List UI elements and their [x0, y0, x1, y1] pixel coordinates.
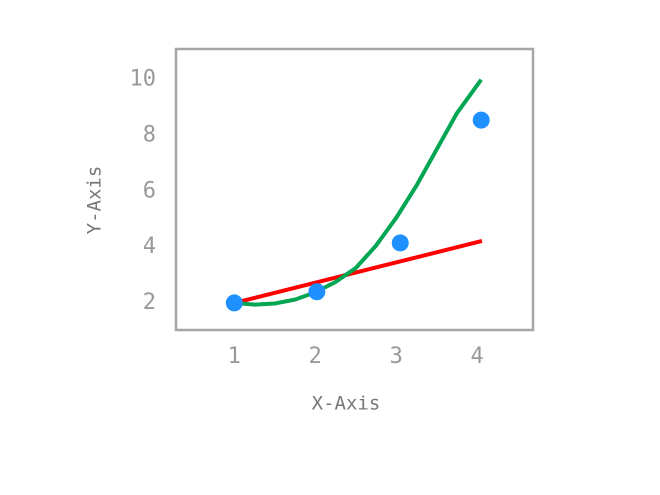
point [472, 111, 490, 129]
line [233, 239, 483, 305]
x-axis-label: X-Axis [312, 393, 381, 415]
y-tick-label: 2 [143, 290, 156, 315]
x-tick-label: 2 [309, 344, 322, 369]
plot-frame [174, 47, 535, 332]
point [391, 234, 409, 252]
y-tick-label: 8 [143, 123, 156, 148]
y-tick-label: 10 [130, 67, 157, 92]
y-axis-label: Y-Axis [84, 166, 106, 235]
point [308, 283, 326, 301]
point [225, 294, 243, 312]
y-tick-label: 6 [143, 178, 156, 203]
x-tick-label: 4 [471, 344, 484, 369]
x-tick-label: 3 [390, 344, 403, 369]
y-tick-label: 4 [143, 234, 156, 259]
line [234, 78, 483, 307]
x-tick-label: 1 [228, 344, 241, 369]
